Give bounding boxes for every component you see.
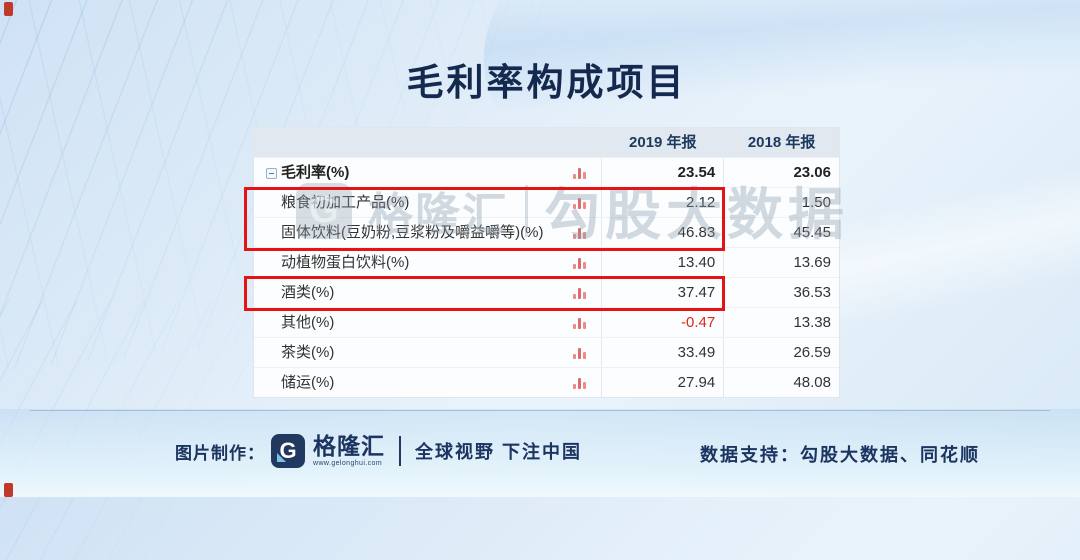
bar-chart-icon[interactable] bbox=[573, 227, 587, 239]
cell-2019: 13.40 bbox=[601, 248, 723, 277]
bar-chart-icon[interactable] bbox=[573, 287, 587, 299]
row-label: 茶类(%) bbox=[281, 344, 335, 361]
collapse-minus-icon[interactable] bbox=[266, 167, 277, 179]
row-label: 酒类(%) bbox=[281, 284, 335, 301]
cell-2019: 46.83 bbox=[601, 218, 723, 247]
cell-2018: 13.38 bbox=[723, 308, 839, 337]
brand-block: 格隆汇 www.gelonghui.com bbox=[313, 433, 385, 468]
cell-2018: 36.53 bbox=[723, 278, 839, 307]
row-label: 固体饮料(豆奶粉,豆浆粉及嚼益嚼等)(%) bbox=[281, 224, 544, 241]
cell-2018: 1.50 bbox=[723, 188, 839, 217]
row-label: 储运(%) bbox=[281, 374, 335, 391]
cell-2019: -0.47 bbox=[601, 308, 723, 337]
cell-2018: 23.06 bbox=[723, 158, 839, 187]
bar-chart-icon[interactable] bbox=[573, 377, 587, 389]
footer-band bbox=[0, 409, 1080, 497]
row-label: 动植物蛋白饮料(%) bbox=[281, 254, 410, 271]
row-label: 粮食初加工产品(%) bbox=[281, 194, 410, 211]
bar-chart-icon[interactable] bbox=[573, 347, 587, 359]
row-label: 毛利率(%) bbox=[281, 164, 350, 181]
cell-2019: 23.54 bbox=[601, 158, 723, 187]
bar-chart-icon[interactable] bbox=[573, 317, 587, 329]
footer-vertical-divider bbox=[399, 436, 401, 466]
cell-2019: 37.47 bbox=[601, 278, 723, 307]
footer-divider-line bbox=[30, 410, 1050, 411]
table-row: 茶类(%) 33.49 26.59 bbox=[254, 337, 839, 367]
brand-url: www.gelonghui.com bbox=[313, 460, 383, 467]
cell-2018: 13.69 bbox=[723, 248, 839, 277]
highlight-box-rows-2-3 bbox=[244, 187, 725, 251]
cell-2018: 45.45 bbox=[723, 218, 839, 247]
cell-2019: 2.12 bbox=[601, 188, 723, 217]
table-header-row: 2019 年报 2018 年报 bbox=[254, 128, 839, 157]
table-row: 储运(%) 27.94 48.08 bbox=[254, 367, 839, 397]
header-2019[interactable]: 2019 年报 bbox=[601, 128, 723, 157]
table-row: 毛利率(%) 23.54 23.06 bbox=[254, 157, 839, 187]
table-row: 其他(%) -0.47 13.38 bbox=[254, 307, 839, 337]
header-item-column bbox=[254, 128, 601, 157]
cell-2018: 48.08 bbox=[723, 368, 839, 397]
bar-chart-icon[interactable] bbox=[573, 197, 587, 209]
row-label: 其他(%) bbox=[281, 314, 335, 331]
gelonghui-logo-icon: G bbox=[271, 434, 305, 468]
page-title: 毛利率构成项目 bbox=[406, 62, 687, 103]
made-by-label: 图片制作： bbox=[175, 443, 265, 463]
data-support-label: 数据支持：勾股大数据、同花顺 bbox=[700, 445, 980, 465]
brand-slogan: 全球视野 下注中国 bbox=[415, 442, 583, 462]
header-2018[interactable]: 2018 年报 bbox=[723, 128, 839, 157]
footer: 图片制作： G 格隆汇 www.gelonghui.com 全球视野 下注中国 … bbox=[0, 428, 1080, 484]
cell-2019: 27.94 bbox=[601, 368, 723, 397]
gross-margin-table: 2019 年报 2018 年报 毛利率(%) 23.54 23.06 粮食初加工… bbox=[253, 127, 840, 398]
highlight-box-row-liquor bbox=[244, 276, 725, 311]
cell-2019: 33.49 bbox=[601, 338, 723, 367]
footer-left: 图片制作： G 格隆汇 www.gelonghui.com 全球视野 下注中国 bbox=[175, 434, 582, 468]
bar-chart-icon[interactable] bbox=[573, 167, 587, 179]
cell-2018: 26.59 bbox=[723, 338, 839, 367]
corner-logo-bottom-left bbox=[4, 483, 13, 497]
corner-logo-top-left bbox=[4, 2, 13, 16]
brand-name: 格隆汇 bbox=[313, 433, 385, 459]
table-row: 动植物蛋白饮料(%) 13.40 13.69 bbox=[254, 247, 839, 277]
bar-chart-icon[interactable] bbox=[573, 257, 587, 269]
